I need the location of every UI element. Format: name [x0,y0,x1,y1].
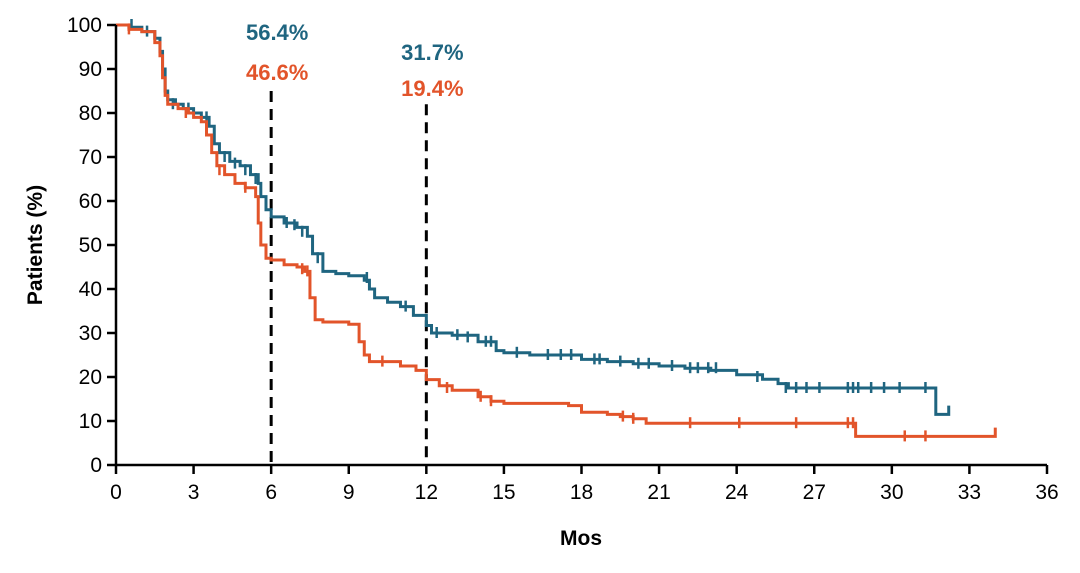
annotation-label: 31.7% [401,40,463,65]
x-tick-label: 27 [803,481,826,504]
series-0 [116,19,951,416]
y-axis-title: Patients (%) [24,185,47,305]
x-tick-label: 36 [1035,481,1058,504]
y-ticks: 0 10 20 30 40 50 60 70 80 90 100 [67,14,116,477]
x-tick-label: 24 [725,481,749,504]
x-tick-label: 18 [570,481,593,504]
x-tick-label: 6 [265,481,277,504]
series-1 [116,23,997,442]
x-tick-label: 3 [188,481,200,504]
y-tick-label: 30 [79,322,102,345]
landmark-lines [269,91,428,465]
y-tick-label: 90 [79,58,102,81]
y-tick-label: 80 [79,102,102,125]
axes [114,25,1047,467]
y-tick-label: 60 [79,190,102,213]
survival-curve [116,23,997,438]
y-tick-label: 20 [79,366,102,389]
survival-curve [116,23,951,416]
y-tick-label: 100 [67,14,102,37]
x-tick-label: 21 [647,481,670,504]
series-layer [116,19,997,442]
y-tick-label: 70 [79,146,102,169]
x-tick-label: 12 [415,481,438,504]
x-tick-label: 9 [343,481,355,504]
x-tick-label: 33 [958,481,981,504]
annotation-label: 19.4% [401,76,463,101]
y-tick-label: 10 [79,410,102,433]
x-tick-label: 30 [880,481,903,504]
y-tick-label: 40 [79,278,102,301]
annotation-label: 56.4% [246,20,308,45]
x-tick-label: 0 [110,481,122,504]
y-tick-label: 50 [79,234,102,257]
x-tick-label: 15 [492,481,515,504]
x-ticks: 0 3 6 9 12 15 18 21 24 27 30 33 36 [110,465,1059,504]
y-tick-label: 0 [90,454,102,477]
x-axis-title: Mos [560,527,602,550]
annotation-label: 46.6% [246,60,308,85]
annotations: 56.4% 46.6% 31.7% 19.4% [246,20,464,101]
